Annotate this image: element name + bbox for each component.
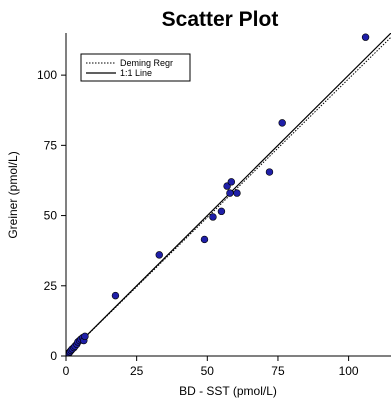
x-tick-label: 0 — [63, 364, 70, 378]
legend-label-deming-regr: Deming Regr — [120, 58, 173, 68]
data-point — [200, 235, 209, 244]
data-point — [217, 207, 226, 216]
y-tick-label: 75 — [44, 138, 58, 152]
data-point — [226, 189, 234, 197]
data-point — [265, 168, 274, 176]
y-tick-label: 100 — [37, 68, 57, 82]
data-point — [209, 213, 217, 221]
x-tick-label: 25 — [130, 364, 144, 378]
data-point — [278, 119, 286, 127]
data-point — [227, 178, 236, 186]
y-tick-label: 25 — [44, 279, 58, 293]
x-tick-label: 50 — [201, 364, 215, 378]
x-tick-label: 100 — [339, 364, 359, 378]
data-point — [233, 189, 241, 197]
y-tick-label: 50 — [44, 209, 58, 223]
y-tick-label: 0 — [50, 349, 57, 363]
x-tick-label: 75 — [271, 364, 285, 378]
data-point — [81, 332, 89, 341]
legend-label-1-1-line: 1:1 Line — [120, 68, 152, 78]
legend-box — [80, 53, 191, 82]
x-axis-label: BD - SST (pmol/L) — [179, 384, 277, 398]
chart-title: Scatter Plot — [162, 8, 279, 31]
data-point — [361, 33, 370, 41]
y-axis-label: Greiner (pmol/L) — [6, 151, 20, 238]
data-point — [155, 251, 163, 259]
data-point — [111, 291, 120, 300]
legend: Deming Regr 1:1 Line — [80, 53, 191, 82]
